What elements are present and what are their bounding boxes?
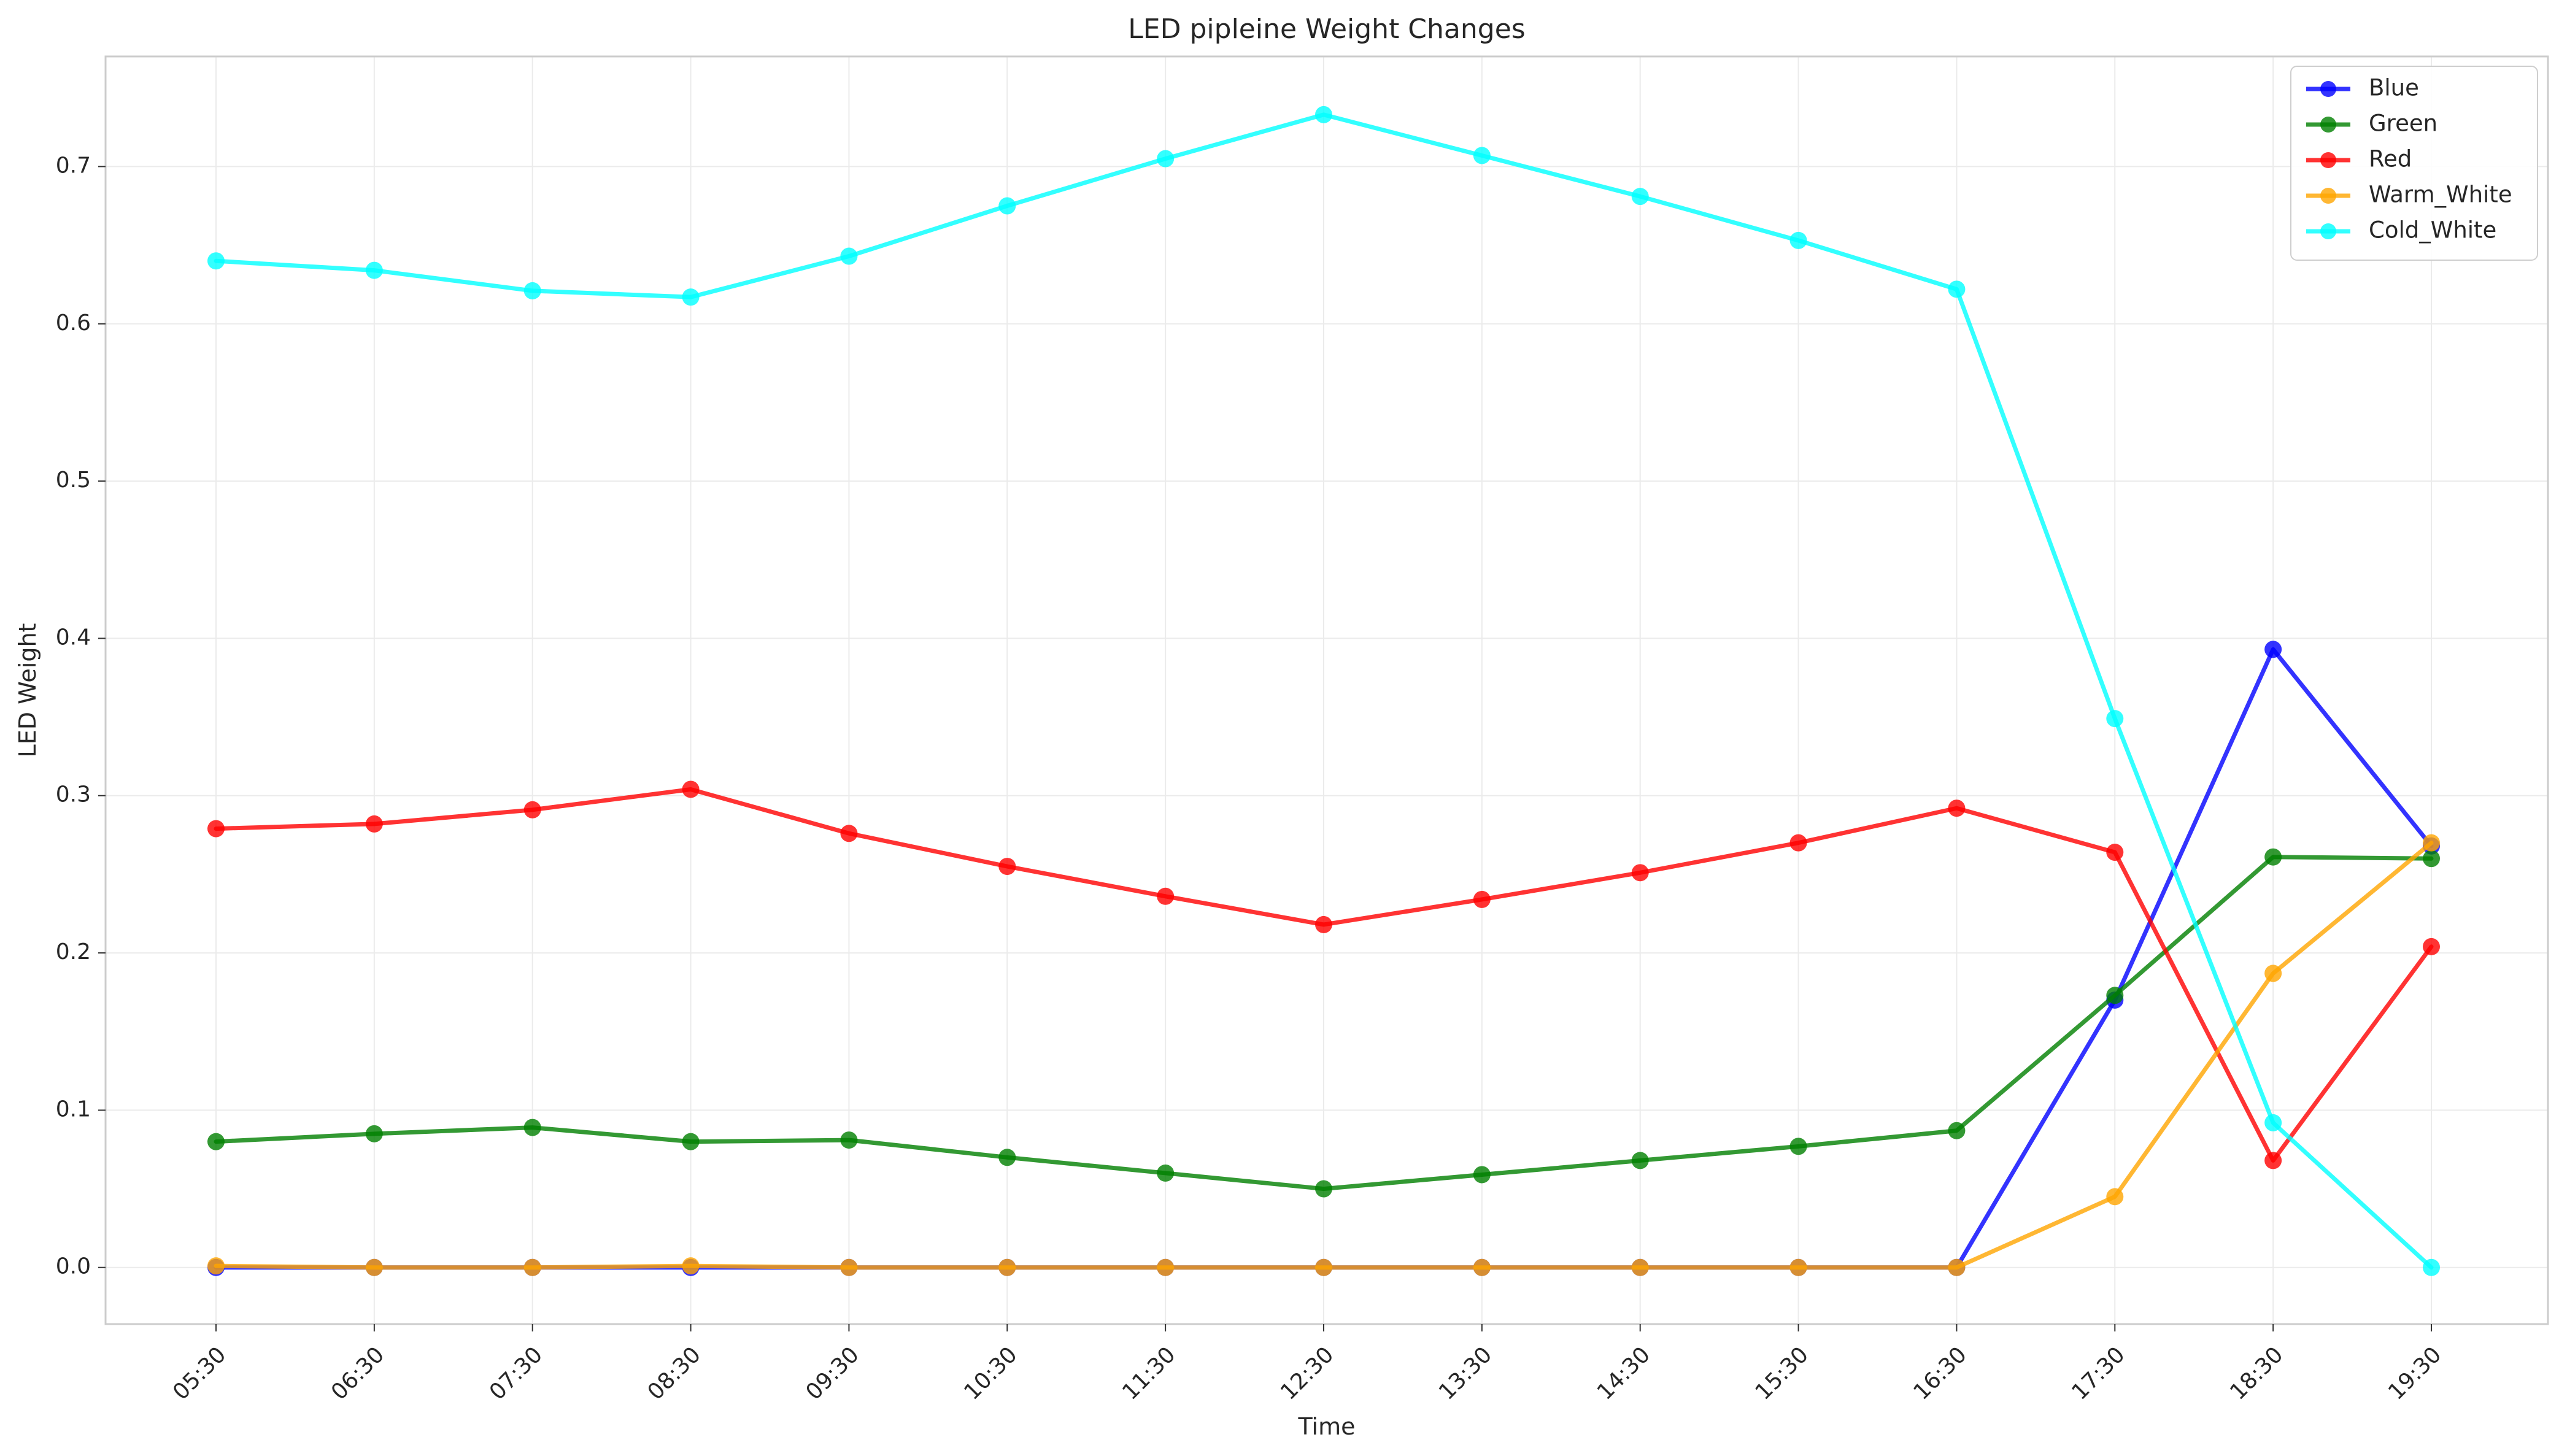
series-red bbox=[207, 780, 2440, 1169]
data-point-green bbox=[1473, 1166, 1491, 1184]
data-point-cold-white bbox=[682, 288, 700, 306]
data-point-warm-white bbox=[1631, 1258, 1649, 1276]
data-point-green bbox=[682, 1133, 700, 1150]
data-point-cold-white bbox=[1631, 188, 1649, 206]
data-point-red bbox=[2264, 1152, 2282, 1169]
legend-label: Blue bbox=[2369, 75, 2419, 101]
y-tick-label: 0.0 bbox=[56, 1254, 91, 1279]
data-point-red bbox=[840, 825, 858, 842]
data-point-green bbox=[998, 1149, 1016, 1166]
plot-frame bbox=[104, 55, 2549, 1325]
data-point-red bbox=[523, 801, 541, 819]
data-point-red bbox=[207, 820, 225, 838]
data-point-cold-white bbox=[998, 197, 1016, 215]
data-point-green bbox=[523, 1119, 541, 1136]
legend-marker bbox=[2320, 223, 2336, 239]
data-point-red bbox=[998, 858, 1016, 876]
legend-item-red: Red bbox=[2306, 146, 2412, 172]
data-point-warm-white bbox=[523, 1258, 541, 1276]
series-green bbox=[207, 848, 2440, 1198]
legend-label: Warm_White bbox=[2369, 182, 2512, 208]
data-point-red bbox=[682, 780, 700, 798]
data-point-cold-white bbox=[2264, 1114, 2282, 1131]
legend-marker bbox=[2320, 188, 2336, 204]
legend-item-warm-white: Warm_White bbox=[2306, 182, 2512, 208]
data-point-green bbox=[1315, 1180, 1332, 1198]
data-point-red bbox=[1631, 864, 1649, 882]
series-layer bbox=[207, 106, 2440, 1276]
data-point-green bbox=[1157, 1164, 1175, 1182]
data-point-warm-white bbox=[840, 1258, 858, 1276]
legend-label: Green bbox=[2369, 110, 2437, 137]
data-point-warm-white bbox=[365, 1258, 383, 1276]
data-point-warm-white bbox=[1315, 1258, 1332, 1276]
data-point-cold-white bbox=[2106, 710, 2124, 728]
data-point-cold-white bbox=[1948, 280, 1966, 298]
data-point-warm-white bbox=[207, 1257, 225, 1275]
plot-area bbox=[106, 56, 2548, 1324]
legend-marker bbox=[2320, 81, 2336, 97]
data-point-cold-white bbox=[2423, 1258, 2440, 1276]
y-tick-label: 0.1 bbox=[56, 1096, 91, 1122]
data-point-red bbox=[1315, 915, 1332, 933]
legend-label: Red bbox=[2369, 146, 2412, 172]
data-point-warm-white bbox=[1789, 1258, 1807, 1276]
data-point-red bbox=[2106, 844, 2124, 861]
data-point-red bbox=[2423, 938, 2440, 955]
y-tick-label: 0.2 bbox=[56, 939, 91, 965]
data-point-cold-white bbox=[1315, 106, 1332, 123]
data-point-warm-white bbox=[2106, 1188, 2124, 1206]
legend-box bbox=[2290, 66, 2538, 261]
chart-title: LED pipleine Weight Changes bbox=[1128, 13, 1525, 45]
data-point-green bbox=[840, 1131, 858, 1149]
data-point-green bbox=[2423, 850, 2440, 868]
data-point-red bbox=[1948, 799, 1966, 817]
y-tick-label: 0.5 bbox=[56, 468, 91, 493]
y-tick-label: 0.6 bbox=[56, 310, 91, 336]
data-point-warm-white bbox=[1157, 1258, 1175, 1276]
data-point-warm-white bbox=[1948, 1258, 1966, 1276]
data-point-green bbox=[2264, 848, 2282, 866]
data-point-cold-white bbox=[1789, 231, 1807, 249]
data-point-warm-white bbox=[682, 1257, 700, 1275]
data-point-warm-white bbox=[2423, 834, 2440, 852]
data-point-green bbox=[365, 1125, 383, 1142]
data-point-green bbox=[1789, 1138, 1807, 1155]
y-tick-label: 0.3 bbox=[56, 782, 91, 807]
y-axis-ticks: 0.0 0.1 0.2 0.3 0.4 0.5 0.6 0.7 bbox=[56, 153, 106, 1279]
legend-marker bbox=[2320, 152, 2336, 168]
data-point-warm-white bbox=[998, 1258, 1016, 1276]
data-point-green bbox=[2106, 987, 2124, 1004]
y-tick-label: 0.7 bbox=[56, 153, 91, 178]
data-point-red bbox=[1789, 834, 1807, 852]
data-point-green bbox=[207, 1133, 225, 1150]
y-axis-label: LED Weight bbox=[14, 623, 41, 758]
data-point-red bbox=[1157, 887, 1175, 905]
data-point-green bbox=[1631, 1152, 1649, 1169]
data-point-cold-white bbox=[365, 261, 383, 279]
x-axis-label: Time bbox=[1298, 1413, 1356, 1440]
y-tick-label: 0.4 bbox=[56, 625, 91, 650]
data-point-cold-white bbox=[1473, 147, 1491, 164]
data-point-cold-white bbox=[207, 252, 225, 270]
gridlines bbox=[106, 56, 2548, 1324]
legend-label: Cold_White bbox=[2369, 217, 2496, 244]
data-point-green bbox=[1948, 1122, 1966, 1139]
data-point-cold-white bbox=[1157, 150, 1175, 168]
series-cold-white bbox=[207, 106, 2440, 1276]
data-point-blue bbox=[2264, 641, 2282, 658]
data-point-cold-white bbox=[523, 282, 541, 299]
legend-item-green: Green bbox=[2306, 110, 2437, 137]
data-point-warm-white bbox=[2264, 965, 2282, 982]
legend: Blue Green Red Warm_White Cold_White bbox=[2290, 66, 2538, 261]
legend-item-cold-white: Cold_White bbox=[2306, 217, 2496, 244]
legend-item-blue: Blue bbox=[2306, 75, 2419, 101]
legend-marker bbox=[2320, 117, 2336, 133]
data-point-warm-white bbox=[1473, 1258, 1491, 1276]
data-point-red bbox=[1473, 890, 1491, 908]
data-point-red bbox=[365, 815, 383, 833]
data-point-cold-white bbox=[840, 247, 858, 265]
series-warm-white bbox=[207, 834, 2440, 1276]
